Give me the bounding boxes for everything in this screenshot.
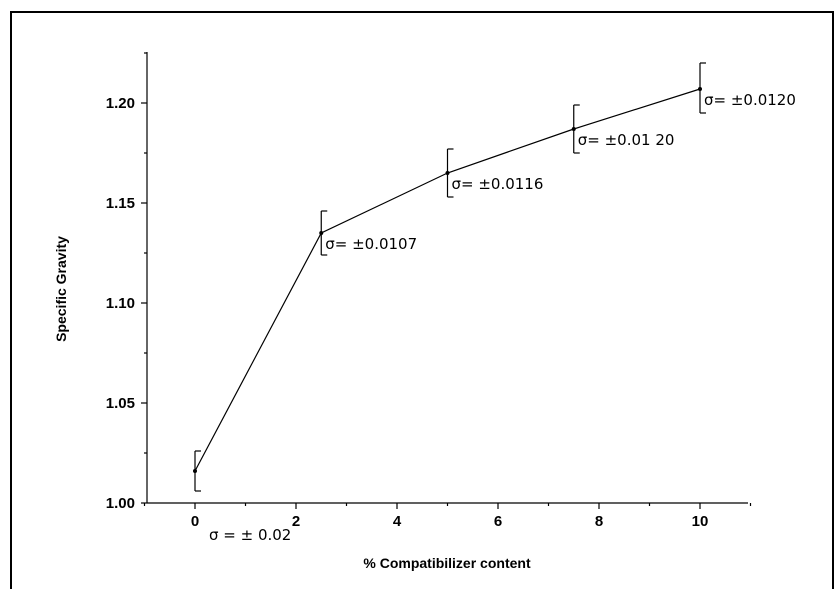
sigma-annotation: σ= ±0.01 20 xyxy=(578,131,675,149)
data-point xyxy=(571,127,576,131)
y-tick-label: 1.10 xyxy=(106,295,135,312)
x-tick-label: 4 xyxy=(393,513,402,530)
data-point xyxy=(445,171,450,175)
y-tick-label: 1.15 xyxy=(106,195,135,212)
y-tick-label: 1.00 xyxy=(106,495,135,512)
x-tick-label: 8 xyxy=(595,513,603,530)
sigma-annotation: σ = ± 0.02 xyxy=(209,526,291,544)
sigma-annotation: σ= ±0.0116 xyxy=(452,175,544,193)
sigma-annotation: σ= ±0.0107 xyxy=(325,235,417,253)
series-group: σ = ± 0.02 σ= ±0.0107 σ= ±0.0116 σ= ±0.01 2… xyxy=(193,62,796,544)
x-tick-label: 2 xyxy=(292,513,300,530)
x-tick-label: 10 xyxy=(692,513,709,530)
x-axis-ticks: 0 2 4 6 8 10 xyxy=(143,503,752,530)
y-axis-ticks: 1.00 1.05 1.10 1.15 1.20 xyxy=(106,52,147,512)
x-tick-label: 6 xyxy=(494,513,502,530)
x-tick-label: 0 xyxy=(191,513,199,530)
data-point xyxy=(319,231,324,235)
sigma-annotation: σ= ±0.0120 xyxy=(704,91,796,109)
x-axis-title: % Compatibilizer content xyxy=(363,555,531,571)
data-point xyxy=(698,87,702,91)
outer-frame xyxy=(10,11,834,589)
y-tick-label: 1.20 xyxy=(106,95,135,112)
y-tick-label: 1.05 xyxy=(106,395,135,412)
y-axis-title: Specific Gravity xyxy=(53,236,69,342)
data-point xyxy=(193,469,197,473)
